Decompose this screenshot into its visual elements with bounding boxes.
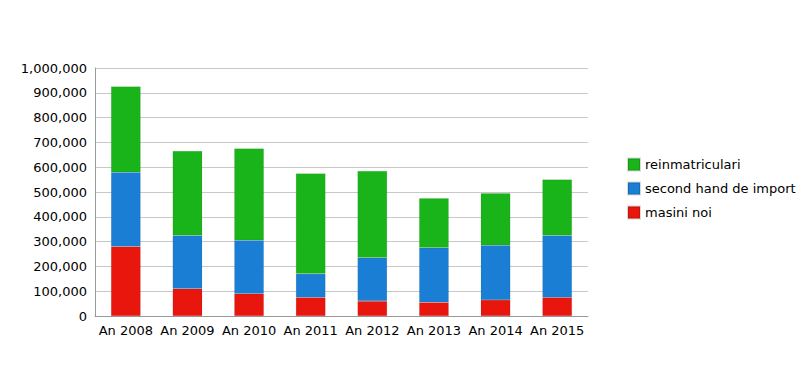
svg-text:100,000: 100,000 [33, 284, 87, 299]
svg-text:700,000: 700,000 [33, 135, 87, 150]
svg-text:masini noi: masini noi [645, 205, 712, 220]
svg-text:An 2014: An 2014 [468, 323, 522, 338]
svg-text:0: 0 [79, 309, 87, 324]
svg-text:600,000: 600,000 [33, 160, 87, 175]
svg-text:An 2009: An 2009 [160, 323, 214, 338]
svg-text:200,000: 200,000 [33, 259, 87, 274]
svg-text:An 2010: An 2010 [222, 323, 276, 338]
svg-text:An 2011: An 2011 [284, 323, 338, 338]
svg-text:800,000: 800,000 [33, 110, 87, 125]
svg-text:An 2012: An 2012 [345, 323, 399, 338]
svg-text:An 2015: An 2015 [530, 323, 584, 338]
svg-text:reinmatriculari: reinmatriculari [645, 157, 741, 172]
svg-text:second hand de import: second hand de import [645, 181, 796, 196]
svg-text:300,000: 300,000 [33, 234, 87, 249]
svg-text:An 2008: An 2008 [99, 323, 153, 338]
svg-text:500,000: 500,000 [33, 185, 87, 200]
svg-text:An 2013: An 2013 [407, 323, 461, 338]
svg-text:1,000,000: 1,000,000 [21, 61, 87, 76]
svg-text:900,000: 900,000 [33, 85, 87, 100]
svg-text:400,000: 400,000 [33, 209, 87, 224]
